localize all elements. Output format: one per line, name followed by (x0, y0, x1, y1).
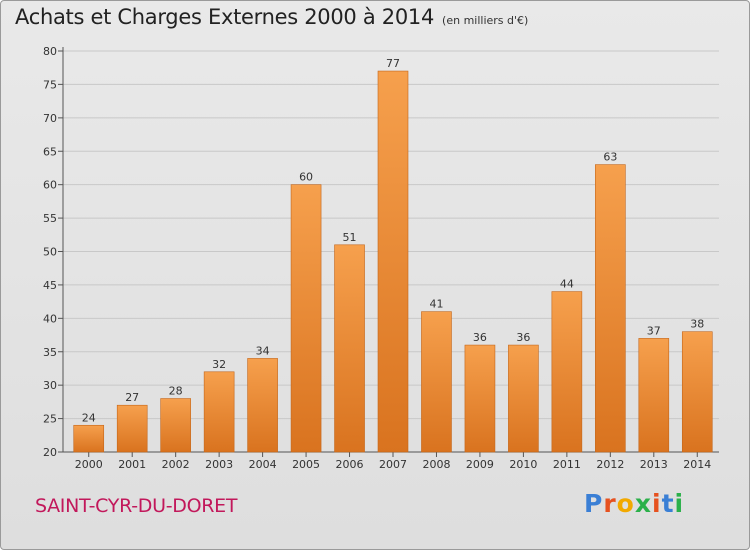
y-tick-label: 50 (43, 246, 57, 259)
logo-letter: P (584, 489, 604, 518)
commune-name: SAINT-CYR-DU-DORET (35, 495, 238, 517)
bar-value-label: 32 (212, 358, 226, 371)
bar-value-label: 63 (603, 151, 617, 164)
y-tick-label: 65 (43, 145, 57, 158)
unit-label: (en milliers d'€) (442, 14, 529, 27)
logo-letter: t (661, 489, 675, 518)
x-tick-label: 2007 (379, 458, 407, 471)
bar-2004 (247, 358, 278, 453)
y-tick-label: 20 (43, 446, 57, 459)
x-tick-label: 2003 (205, 458, 233, 471)
logo-letter: x (634, 489, 652, 518)
bar-2000 (73, 424, 105, 453)
bar-2005 (290, 184, 322, 453)
x-tick-label: 2009 (466, 458, 494, 471)
y-tick-label: 25 (43, 413, 57, 426)
bar-value-label: 36 (516, 331, 530, 344)
x-tick-label: 2012 (596, 458, 624, 471)
x-tick-label: 2011 (553, 458, 581, 471)
bar-value-label: 77 (386, 57, 400, 70)
y-tick-label: 30 (43, 379, 57, 392)
proxiti-logo: Proxiti (584, 489, 684, 518)
y-tick-label: 45 (43, 279, 57, 292)
bar-value-label: 28 (169, 385, 183, 398)
bar-2012 (595, 164, 626, 453)
bar-value-label: 37 (647, 324, 661, 337)
y-tick-label: 35 (43, 346, 57, 359)
labels: 20 25 30 35 40 45 50 55 60 65 70 75 80 24 2000 27 2001 28… (43, 45, 711, 471)
x-tick-label: 2005 (292, 458, 320, 471)
x-tick-label: 2006 (336, 458, 364, 471)
y-tick-label: 70 (43, 112, 57, 125)
bar-value-label: 38 (690, 318, 704, 331)
logo-letter: o (616, 489, 635, 518)
bar-value-label: 41 (429, 298, 443, 311)
bar-2011 (551, 291, 583, 453)
bar-value-label: 51 (343, 231, 357, 244)
bar-value-label: 24 (82, 411, 96, 424)
bar-2001 (116, 404, 148, 453)
bar-value-label: 34 (256, 344, 270, 357)
bar-2002 (160, 398, 191, 453)
bar-2013 (638, 338, 670, 453)
y-tick-label: 55 (43, 212, 57, 225)
y-tick-label: 60 (43, 179, 57, 192)
chart-title: Achats et Charges Externes 2000 à 2014 (e… (15, 5, 528, 29)
logo-letter: i (674, 489, 685, 518)
bar-value-label: 44 (560, 278, 574, 291)
y-tick-label: 75 (43, 78, 57, 91)
x-tick-label: 2013 (640, 458, 668, 471)
x-tick-label: 2008 (422, 458, 450, 471)
x-tick-label: 2001 (118, 458, 146, 471)
bar-2008 (421, 311, 452, 453)
x-tick-label: 2000 (75, 458, 103, 471)
logo-letter: r (603, 489, 617, 518)
bar-value-label: 27 (125, 391, 139, 404)
bar-2007 (377, 70, 409, 453)
bar-2009 (464, 344, 496, 453)
bar-2003 (203, 371, 235, 453)
x-tick-label: 2010 (509, 458, 537, 471)
logo-letter: i (652, 489, 662, 518)
y-tick-label: 40 (43, 312, 57, 325)
bar-2006 (334, 244, 365, 453)
y-tick-label: 80 (43, 45, 57, 58)
x-tick-label: 2004 (249, 458, 277, 471)
bar-value-label: 60 (299, 171, 313, 184)
x-tick-label: 2002 (162, 458, 190, 471)
bar-2014 (681, 331, 713, 453)
x-tick-label: 2014 (683, 458, 711, 471)
bar-2010 (508, 344, 539, 453)
bars (73, 70, 713, 453)
title-text: Achats et Charges Externes 2000 à 2014 (15, 5, 435, 29)
bar-value-label: 36 (473, 331, 487, 344)
